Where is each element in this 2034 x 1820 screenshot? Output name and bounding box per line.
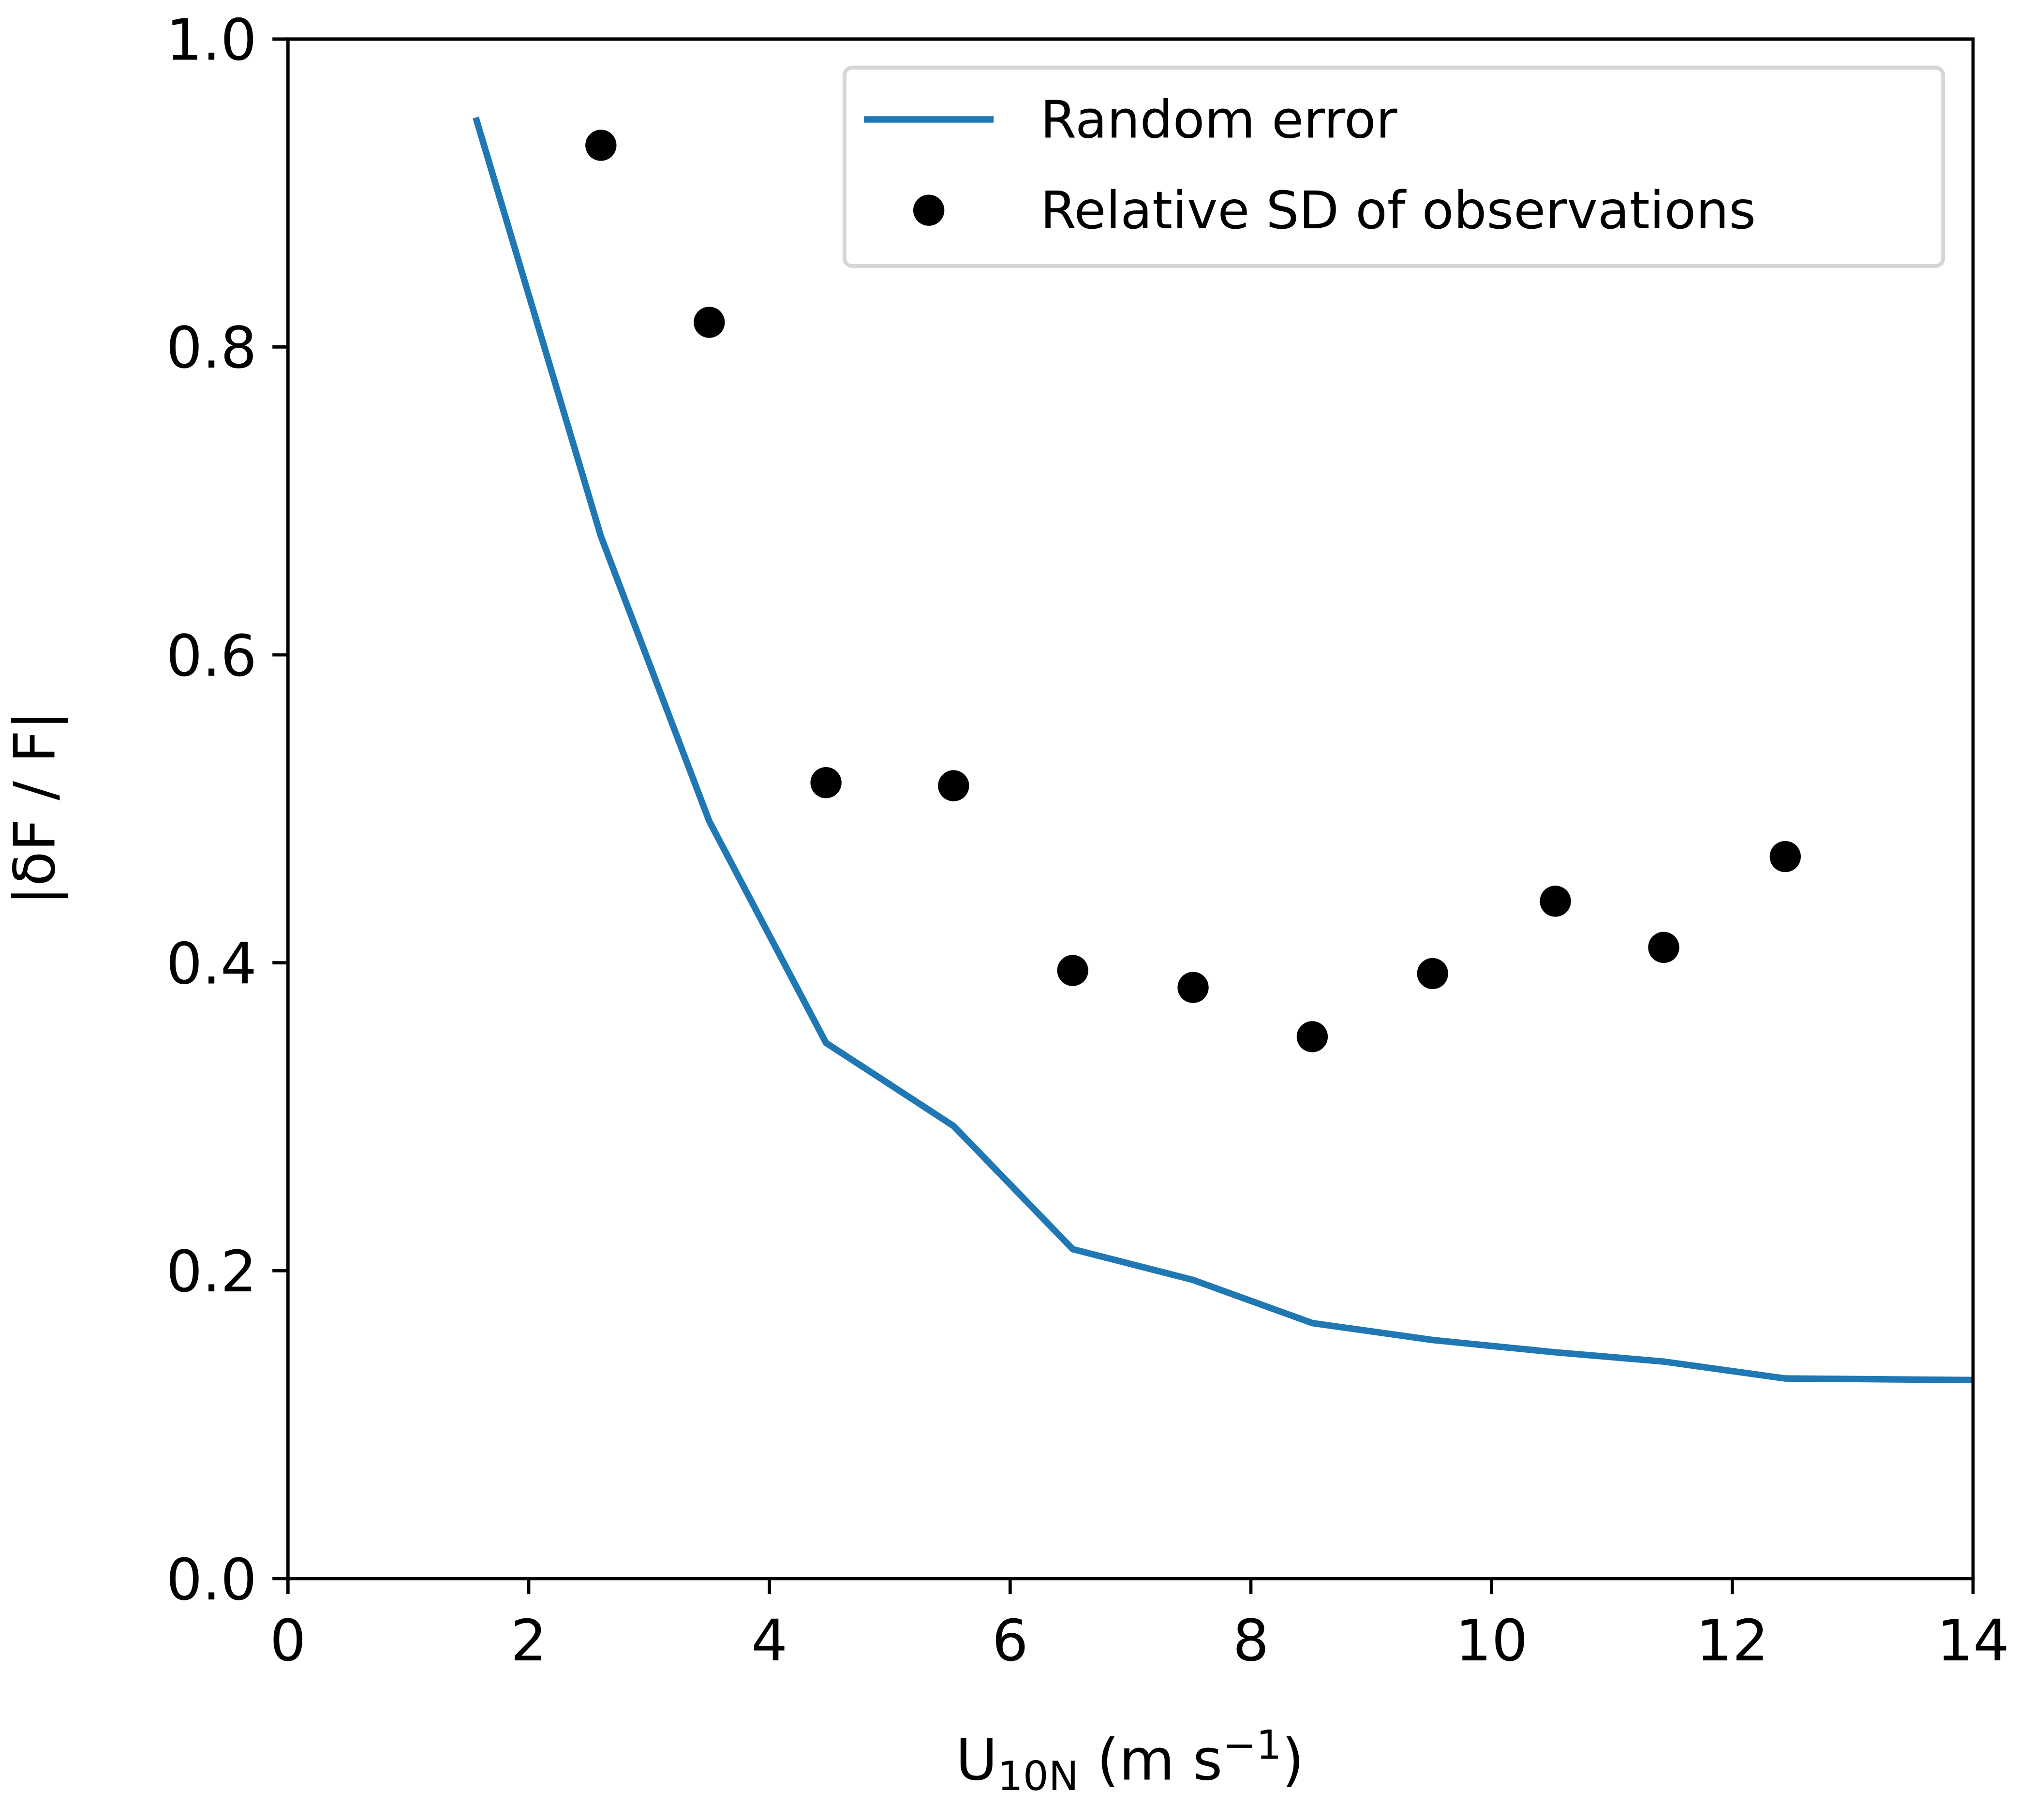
y-tick-label: 0.4 xyxy=(166,931,257,997)
y-axis-label: |δF / F| xyxy=(1,711,68,905)
legend-label-relative-sd: Relative SD of observations xyxy=(1040,180,1756,241)
x-axis-label: U10N (m s−1) xyxy=(956,1722,1304,1800)
axes-frame xyxy=(286,37,1975,1581)
observation-point xyxy=(1296,1021,1328,1052)
x-tick-label: 4 xyxy=(751,1607,787,1674)
x-tick-label: 10 xyxy=(1455,1607,1528,1674)
observation-point xyxy=(1057,955,1088,986)
x-tick-label: 2 xyxy=(510,1607,547,1674)
legend-dot-marker xyxy=(913,194,945,226)
legend-box xyxy=(842,65,1945,268)
observation-point xyxy=(1540,886,1571,917)
legend-label-random-error: Random error xyxy=(1040,90,1398,150)
x-tick-label: 0 xyxy=(270,1607,306,1674)
x-tick-label: 8 xyxy=(1232,1607,1269,1674)
x-axis: 0 2 4 6 8 10 12 14 xyxy=(270,1578,2009,1674)
legend: Random error Relative SD of observations xyxy=(842,65,1945,268)
observation-point xyxy=(810,767,842,799)
observation-point xyxy=(1417,958,1448,990)
observation-point xyxy=(938,770,969,801)
y-tick-label: 0.0 xyxy=(166,1546,257,1613)
observation-point xyxy=(694,307,725,338)
y-tick-label: 0.2 xyxy=(166,1238,257,1305)
y-axis: 0.0 0.2 0.4 0.6 0.8 1.0 xyxy=(166,7,288,1613)
observation-point xyxy=(585,130,617,161)
x-tick-label: 14 xyxy=(1937,1607,2009,1674)
random-error-line xyxy=(473,117,1974,1384)
observation-point xyxy=(1769,841,1801,873)
observation-point xyxy=(1648,932,1679,963)
x-tick-label: 12 xyxy=(1696,1607,1768,1674)
y-tick-label: 0.6 xyxy=(166,622,257,689)
y-tick-label: 0.8 xyxy=(166,314,257,381)
y-tick-label: 1.0 xyxy=(166,7,257,74)
observation-point xyxy=(1177,972,1209,1003)
x-tick-label: 6 xyxy=(992,1607,1028,1674)
plot-area xyxy=(473,117,1974,1384)
